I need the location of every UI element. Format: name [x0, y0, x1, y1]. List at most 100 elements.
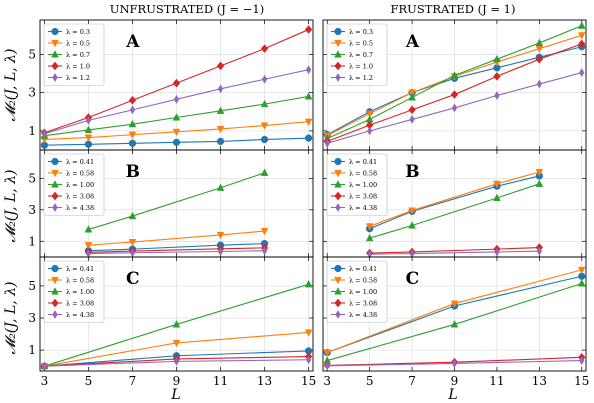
- data-point: [260, 168, 269, 176]
- legend-entry: λ = 4.38: [349, 311, 377, 319]
- data-point: [324, 361, 330, 371]
- data-point: [85, 115, 92, 125]
- data-point: [577, 32, 586, 40]
- data-point: [304, 92, 313, 100]
- legend-marker: [51, 276, 59, 285]
- legend-entry: λ = 1.00: [349, 288, 377, 296]
- panel-letter: A: [125, 32, 140, 52]
- legend: λ = 0.41 λ = 0.58 λ = 1.00 λ = 3.08 λ = 4.38: [326, 153, 388, 216]
- data-point: [304, 25, 313, 34]
- series-1: [365, 168, 544, 231]
- legend-marker: [51, 191, 59, 201]
- legend: λ = 0.3 λ = 0.5 λ = 0.7 λ = 1.0 λ = 1.2: [43, 23, 105, 86]
- x-tick-label: 15: [574, 374, 589, 388]
- data-point: [260, 122, 269, 130]
- data-point: [408, 105, 416, 115]
- legend-entry: λ = 3.08: [66, 192, 94, 200]
- data-point: [172, 339, 181, 348]
- data-point: [172, 320, 181, 328]
- x-tick-label: 5: [366, 374, 374, 388]
- legend-entry: λ = 0.5: [349, 39, 373, 47]
- data-point: [128, 131, 137, 140]
- data-point: [494, 91, 500, 101]
- data-point: [324, 138, 330, 148]
- series-2: [365, 179, 544, 242]
- series-line: [88, 243, 265, 252]
- x-tick-label: 11: [213, 374, 228, 388]
- data-point: [173, 94, 180, 104]
- legend-marker: [335, 310, 341, 319]
- legend-marker: [52, 73, 58, 82]
- legend-entry: λ = 1.2: [349, 74, 373, 82]
- legend-marker: [51, 39, 59, 48]
- legend-marker: [52, 310, 58, 319]
- legend-marker: [334, 287, 342, 295]
- x-axis-label-left: L: [170, 387, 180, 403]
- data-point: [536, 79, 543, 89]
- data-point: [217, 84, 224, 94]
- data-point: [84, 125, 93, 133]
- x-tick-label: 3: [323, 374, 331, 388]
- data-point: [172, 113, 181, 121]
- legend-entry: λ = 3.08: [349, 192, 377, 200]
- data-point: [493, 54, 501, 63]
- legend-marker: [334, 276, 342, 285]
- legend: λ = 0.41 λ = 0.58 λ = 1.00 λ = 3.08 λ = 4.38: [43, 260, 105, 323]
- series-4: [324, 68, 585, 148]
- data-point: [535, 168, 544, 177]
- data-point: [578, 39, 586, 49]
- data-point: [172, 138, 181, 147]
- data-point: [129, 105, 136, 115]
- series-line: [88, 172, 265, 230]
- data-point: [304, 329, 313, 337]
- panel-frame: [39, 256, 314, 372]
- data-point: [128, 119, 137, 128]
- x-tick-label: 5: [85, 374, 93, 388]
- data-point: [535, 54, 544, 64]
- legend-box: [43, 153, 105, 216]
- legend-marker: [334, 191, 342, 201]
- column-title-frustrated: FRUSTRATED (J = 1): [390, 2, 515, 16]
- legend-marker: [334, 180, 342, 188]
- panel-b-frustrated: λ = 0.41 λ = 0.58 λ = 1.00 λ = 3.08 λ = 4.38…: [322, 149, 587, 259]
- data-point: [493, 180, 501, 189]
- data-point: [128, 239, 137, 247]
- data-point: [304, 118, 313, 127]
- legend-entry: λ = 1.2: [66, 74, 90, 82]
- legend-entry: λ = 1.00: [66, 181, 94, 189]
- data-point: [216, 231, 225, 240]
- legend-entry: λ = 0.7: [349, 51, 373, 59]
- legend-entry: λ = 3.08: [66, 299, 94, 307]
- data-point: [261, 246, 268, 256]
- panel-a-unfrustrated: 1 3 5 λ = 0.3 λ = 0.5 λ = 0.7 λ = 1.0 λ = 1.2 A: [28, 19, 314, 151]
- x-tick-label: 7: [129, 374, 137, 388]
- legend-marker: [335, 73, 341, 82]
- legend-entry: λ = 0.5: [66, 39, 90, 47]
- series-line: [88, 230, 265, 246]
- x-tick-label: 9: [451, 374, 459, 388]
- data-point: [260, 135, 269, 144]
- data-point: [304, 134, 313, 142]
- data-point: [260, 44, 269, 54]
- legend-entry: λ = 0.41: [349, 158, 377, 166]
- legend-marker: [334, 169, 342, 178]
- legend-marker: [51, 50, 59, 58]
- panel-letter: B: [126, 162, 140, 182]
- series-4: [41, 355, 312, 371]
- data-point: [451, 103, 458, 113]
- data-point: [260, 99, 269, 108]
- legend-marker: [334, 157, 342, 166]
- legend-entry: λ = 4.38: [66, 311, 94, 319]
- legend-marker: [334, 264, 342, 273]
- y-axis-label-row-c: 𝓜₂(J, L, λ): [3, 282, 19, 355]
- data-point: [536, 246, 543, 256]
- y-axis-label-row-a: 𝓜₂(J, L, λ): [3, 49, 19, 122]
- series-1: [40, 118, 313, 144]
- panel-a-frustrated: λ = 0.3 λ = 0.5 λ = 0.7 λ = 1.0 λ = 1.2 A: [322, 19, 587, 151]
- data-point: [304, 279, 313, 288]
- y-tick-label: 5: [28, 171, 36, 185]
- data-point: [305, 355, 312, 365]
- data-point: [216, 61, 225, 71]
